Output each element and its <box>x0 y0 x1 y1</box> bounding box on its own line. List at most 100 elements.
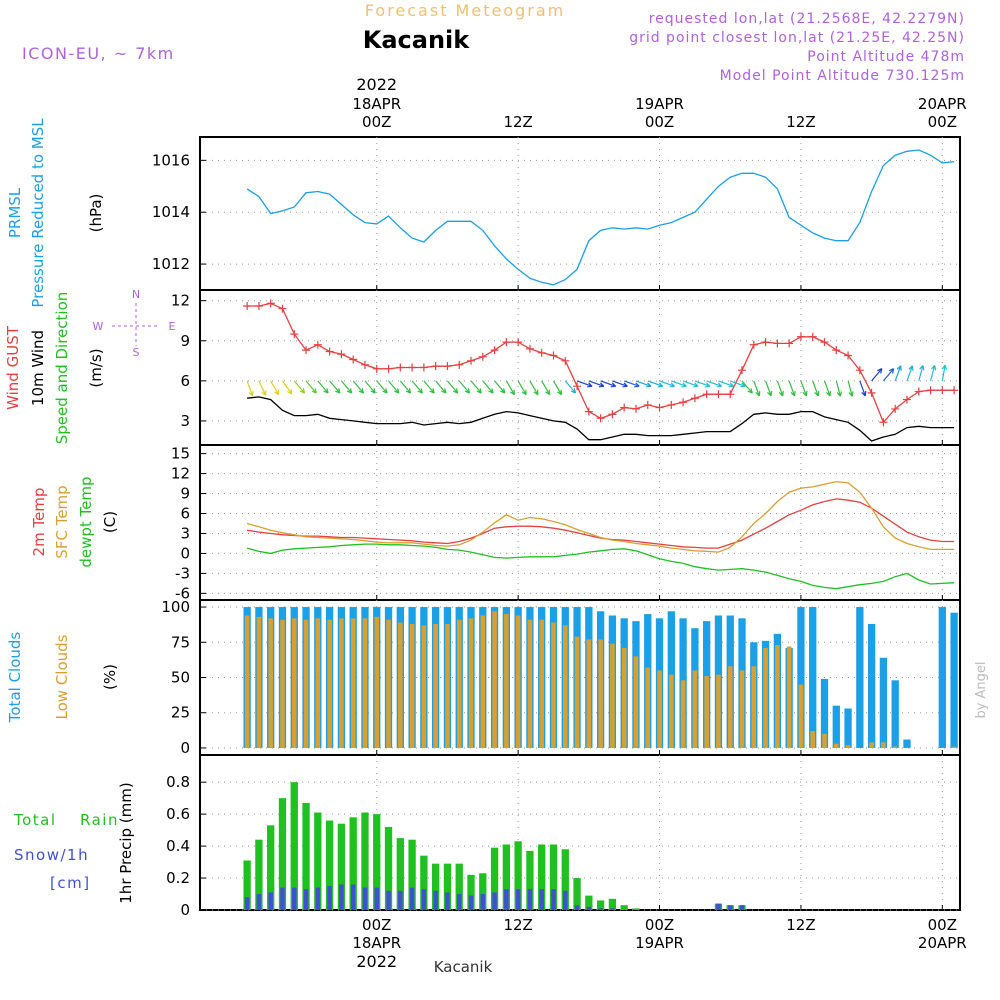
y-tick-label: -6 <box>175 584 190 602</box>
bottom-time-tick-label: 00Z <box>362 916 391 934</box>
bar-snow-1h <box>315 887 321 910</box>
info-line: Model Point Altitude 730.125m <box>720 68 965 84</box>
bar-low-clouds <box>845 745 851 748</box>
top-date-label: 19APR <box>635 95 684 113</box>
bar-low-clouds <box>256 616 262 748</box>
gust-marker <box>832 346 841 355</box>
wind-direction-arrow <box>694 380 711 388</box>
bar-low-clouds <box>374 616 380 748</box>
bar-low-clouds <box>892 746 898 748</box>
top-date-label: 20APR <box>918 95 967 113</box>
bar-total-rain <box>267 825 275 910</box>
panel-wind: 3 6 9 12 Wind GUST 10m Wind Speed and Directio… <box>4 288 961 446</box>
bar-snow-1h <box>598 908 603 910</box>
wind-direction-arrow <box>458 380 471 394</box>
wind-direction-arrow <box>517 380 527 396</box>
wind-direction-arrow <box>706 380 723 388</box>
bar-low-clouds <box>492 611 497 748</box>
bar-total-clouds <box>867 623 876 748</box>
y-tick-label: 0.8 <box>166 773 190 791</box>
panel-clouds: 0 25 50 75 100 Total Clouds Low Clouds (%) <box>6 598 961 757</box>
axis-label: Speed and Direction <box>53 292 71 445</box>
panel-pressure: 1012 1014 1016 PRMSL Pressure Reduced to MSL… <box>6 118 961 308</box>
model-label: ICON-EU, ~ 7km <box>22 44 175 63</box>
bar-snow-1h <box>268 892 273 910</box>
bar-low-clouds <box>527 619 533 748</box>
bar-snow-1h <box>350 884 356 910</box>
bar-total-rain <box>502 844 511 910</box>
gust-marker <box>620 403 629 412</box>
gust-marker <box>431 362 440 371</box>
wind-direction-arrow <box>340 380 353 394</box>
wind-direction-arrow <box>282 380 293 395</box>
bar-snow-1h <box>574 905 580 910</box>
wind-direction-arrow <box>505 380 515 396</box>
bar-low-clouds <box>398 622 403 748</box>
footer-location: Kacanik <box>434 958 493 976</box>
wind-direction-arrow <box>635 380 652 388</box>
bar-total-clouds <box>950 612 958 748</box>
bar-snow-1h <box>339 884 344 910</box>
bar-low-clouds <box>433 623 438 748</box>
gust-marker <box>360 360 369 369</box>
wind-direction-arrow <box>882 368 895 382</box>
bar-low-clouds <box>315 618 321 748</box>
bar-total-rain <box>526 850 534 910</box>
bar-total-rain <box>596 900 605 910</box>
gust-marker <box>596 414 605 423</box>
gust-marker <box>655 403 664 412</box>
bar-low-clouds <box>610 643 615 748</box>
bar-snow-1h <box>563 890 568 910</box>
gust-marker <box>879 418 888 427</box>
axis-label: Pressure Reduced to MSL <box>29 118 47 308</box>
wind-direction-arrow <box>470 380 482 394</box>
wind-direction-arrow <box>246 380 254 397</box>
bar-low-clouds <box>621 647 627 748</box>
bottom-date-label: 19APR <box>635 934 684 952</box>
y-tick-label: 3 <box>180 524 190 542</box>
axis-label: 2m Temp <box>30 488 48 557</box>
bar-low-clouds <box>645 667 651 748</box>
wind-direction-arrow <box>293 380 306 394</box>
wind-direction-arrow <box>788 380 796 397</box>
location-title: Kacanik <box>363 26 471 54</box>
gust-marker <box>302 346 311 355</box>
y-tick-label: 6 <box>180 505 190 523</box>
wind-direction-arrow <box>588 380 605 388</box>
gust-marker <box>384 364 393 373</box>
bar-low-clouds <box>480 615 486 748</box>
top-time-tick-label: 12Z <box>786 113 815 131</box>
wind-direction-arrow <box>376 380 388 394</box>
axis-label: 10m Wind <box>29 330 47 406</box>
bar-low-clouds <box>504 614 509 748</box>
bar-snow-1h <box>374 887 380 910</box>
bottom-date-label: 20APR <box>918 934 967 952</box>
bar-total-rain <box>384 826 393 910</box>
bar-snow-1h <box>362 887 368 910</box>
bar-low-clouds <box>657 670 662 748</box>
wind-direction-arrow <box>765 380 773 397</box>
wind-direction-arrow <box>753 380 761 397</box>
gust-marker <box>396 363 405 372</box>
bar-low-clouds <box>751 666 757 748</box>
bar-snow-1h <box>303 889 309 910</box>
bar-total-rain <box>420 855 428 910</box>
bar-total-rain <box>573 878 581 910</box>
wind-direction-arrow <box>329 380 341 394</box>
bar-low-clouds <box>869 742 874 748</box>
bar-snow-1h <box>551 889 556 910</box>
gust-marker <box>855 366 864 375</box>
bar-low-clouds <box>303 619 309 748</box>
bar-low-clouds <box>810 731 815 748</box>
top-time-tick-label: 00Z <box>362 113 391 131</box>
gust-marker <box>902 395 911 404</box>
bar-total-rain <box>396 838 404 910</box>
bar-low-clouds <box>421 625 427 748</box>
gust-marker <box>714 390 723 399</box>
panel-precip: 0 0.2 0.4 0.6 0.8 Total Rain Snow/1h [cm] 1hr Pre… <box>13 754 961 919</box>
axis-label: Low Clouds <box>53 634 71 719</box>
bar-low-clouds <box>539 619 544 748</box>
bar-total-clouds <box>832 705 840 748</box>
bar-snow-1h <box>398 890 403 910</box>
gust-marker <box>549 351 558 360</box>
